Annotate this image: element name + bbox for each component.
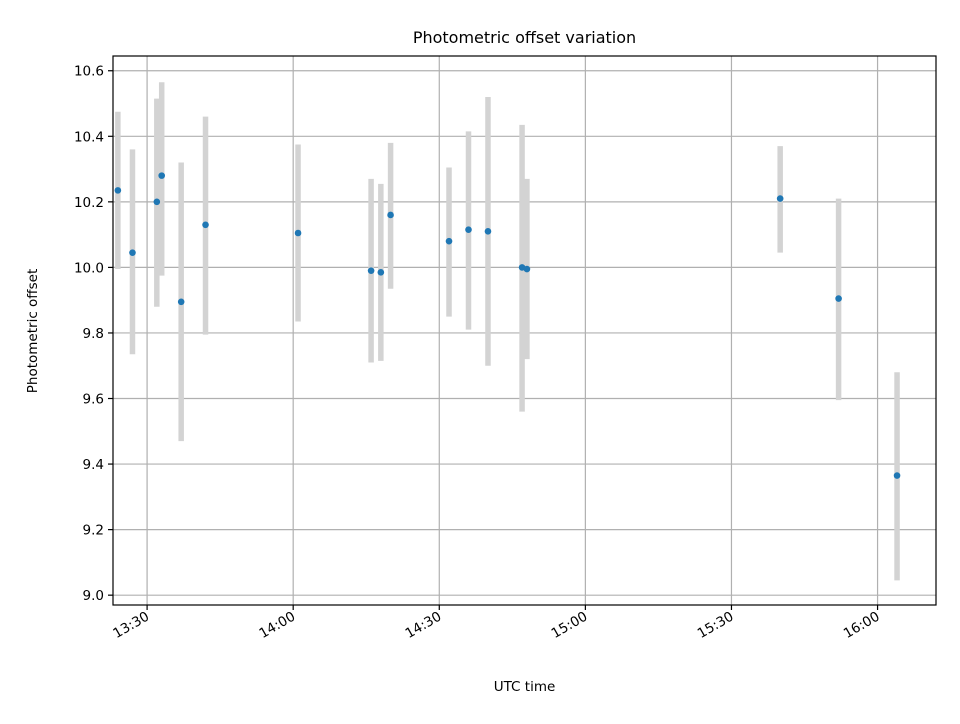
data-point xyxy=(523,265,531,273)
y-axis-ticks: 9.0 9.2 9.4 9.6 9.8 10.0 10.2 10.4 10.6 xyxy=(74,64,113,604)
data-point xyxy=(114,187,122,194)
y-tick-label: 9.4 xyxy=(83,457,104,473)
data-point xyxy=(445,237,453,245)
chart-title: Photometric offset variation xyxy=(413,28,636,47)
data-point xyxy=(776,195,784,202)
data-point xyxy=(893,472,901,479)
y-tick-label: 9.6 xyxy=(83,392,104,408)
data-point xyxy=(484,228,492,235)
data-point xyxy=(294,229,302,237)
y-axis-label: Photometric offset xyxy=(25,269,41,393)
data-point xyxy=(202,221,209,229)
y-tick-label: 9.0 xyxy=(83,588,104,604)
data-point xyxy=(153,198,161,206)
data-point xyxy=(835,295,842,302)
y-tick-label: 9.8 xyxy=(83,326,104,342)
data-point xyxy=(387,211,394,219)
x-axis-label: UTC time xyxy=(494,679,556,695)
y-tick-label: 10.2 xyxy=(74,195,104,211)
y-tick-label: 9.2 xyxy=(83,523,104,539)
data-point xyxy=(367,267,375,274)
data-points xyxy=(114,172,901,479)
y-tick-label: 10.0 xyxy=(74,260,104,276)
data-point xyxy=(465,226,472,234)
data-point xyxy=(129,249,136,256)
y-tick-label: 10.6 xyxy=(74,64,104,80)
data-point xyxy=(377,269,385,276)
data-point xyxy=(177,298,185,306)
y-tick-label: 10.4 xyxy=(74,129,104,145)
plot-frame xyxy=(112,55,937,606)
data-point xyxy=(158,172,165,179)
